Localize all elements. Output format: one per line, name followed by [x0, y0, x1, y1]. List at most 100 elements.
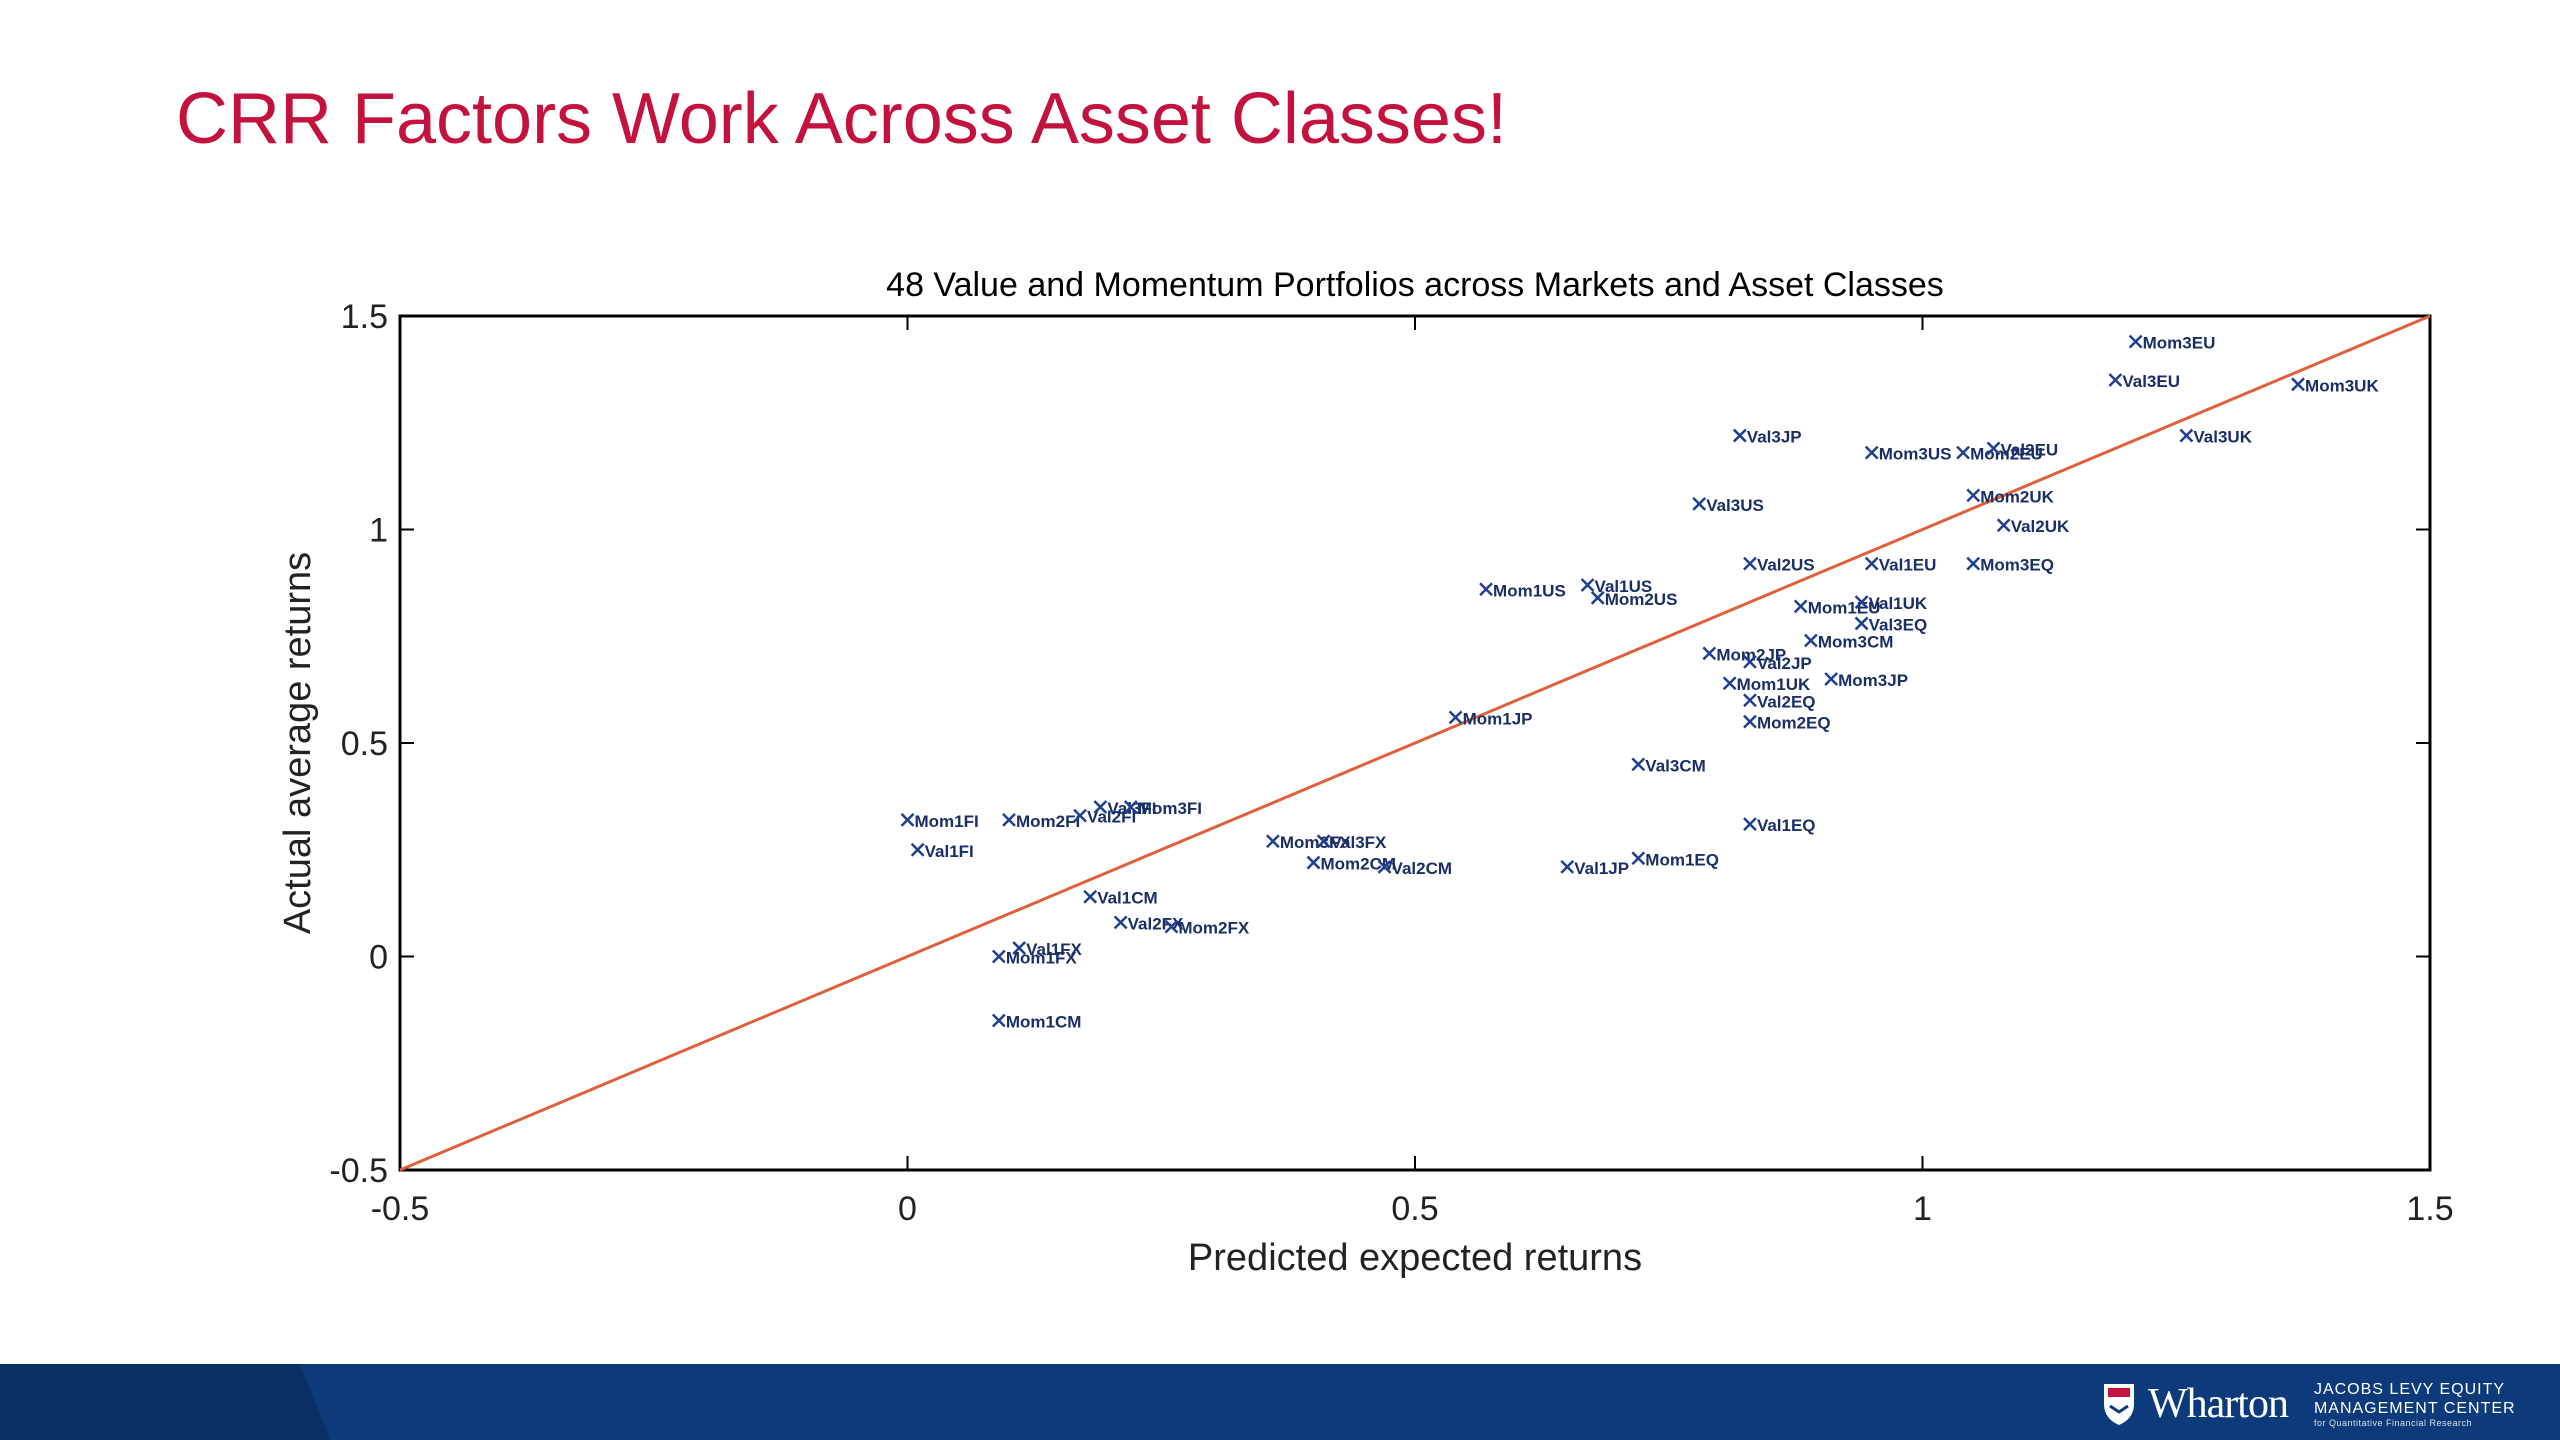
point-marker [1793, 599, 1808, 614]
point-marker [1743, 714, 1757, 729]
point-marker [1631, 757, 1646, 772]
data-point: Mom2FX [1164, 919, 1250, 938]
point-marker [1966, 556, 1981, 571]
x-tick-label: 0 [898, 1190, 917, 1228]
data-point: Mom2EQ [1743, 714, 1831, 733]
data-point: Mom2UK [1966, 487, 2055, 506]
point-label: Mom1FI [915, 812, 979, 831]
point-marker [1560, 859, 1575, 874]
point-label: Val2EU [2001, 440, 2059, 459]
data-point: Val2JP [1743, 654, 1812, 673]
shield-icon [2102, 1382, 2136, 1426]
point-label: Val2UK [2011, 517, 2070, 536]
point-label: Mom1EQ [1645, 850, 1719, 869]
data-point: Mom3EQ [1966, 556, 2054, 575]
footer-accent [0, 1364, 330, 1440]
point-label: Mom2CM [1321, 855, 1397, 874]
data-point: Val1UK [1854, 594, 1928, 613]
data-point: Val3EU [2108, 372, 2180, 391]
point-marker [2179, 428, 2194, 443]
data-point: Val2UK [1996, 517, 2070, 536]
y-tick-label: -0.5 [329, 1152, 388, 1190]
point-marker [1996, 518, 2011, 533]
point-marker [1073, 808, 1087, 823]
point-marker [1012, 941, 1027, 955]
point-label: Mom2FI [1016, 812, 1080, 831]
data-point: Val2FI [1073, 808, 1136, 827]
data-point: Mom1FI [900, 812, 979, 831]
x-axis-label: Predicted expected returns [1188, 1237, 1642, 1279]
point-marker [1743, 556, 1757, 571]
data-point: Mom2JP [1702, 645, 1786, 664]
center-line-3: for Quantitative Financial Research [2313, 1417, 2473, 1428]
point-marker [1164, 919, 1179, 934]
point-marker [1986, 441, 2001, 456]
data-point: Val3JP [1732, 428, 1802, 447]
x-tick-label: 1.5 [2406, 1190, 2453, 1228]
point-label: Val1UK [1869, 594, 1928, 613]
point-label: Val3JP [1747, 428, 1802, 447]
data-point: Val1US [1580, 577, 1653, 596]
point-marker [1743, 654, 1757, 669]
point-marker [1702, 646, 1717, 661]
data-point: Mom1EQ [1631, 850, 1719, 869]
point-label: Mom3EQ [1980, 556, 2054, 575]
point-label: Mom2EQ [1757, 714, 1831, 733]
point-label: Mom1US [1493, 581, 1566, 600]
data-point: Val1FX [1012, 940, 1083, 959]
data-point: Val1EQ [1743, 816, 1816, 835]
point-label: Val2US [1757, 556, 1815, 575]
point-marker [1692, 496, 1707, 511]
y-tick-label: 1 [369, 512, 388, 550]
point-marker [1966, 488, 1981, 503]
data-point: Val1CM [1083, 889, 1158, 908]
slide-title: CRR Factors Work Across Asset Classes! [176, 79, 1507, 159]
point-marker [1864, 556, 1879, 571]
point-label: Val1EQ [1757, 816, 1816, 835]
point-label: Mom2UK [1980, 487, 2054, 506]
point-marker [2108, 373, 2123, 387]
data-point: Mom2CM [1306, 855, 1397, 874]
point-marker [991, 1013, 1006, 1028]
point-label: Mom1CM [1006, 1013, 1082, 1032]
point-label: Val1JP [1574, 859, 1629, 878]
point-label: Val2EQ [1757, 692, 1816, 711]
data-point: Val1JP [1560, 859, 1629, 878]
point-marker [1113, 915, 1128, 930]
point-label: Mom2JP [1716, 645, 1786, 664]
point-marker [1377, 859, 1392, 874]
point-label: Val2CM [1392, 859, 1452, 878]
data-point: Val2EQ [1743, 692, 1816, 711]
point-label: Val1EU [1879, 556, 1937, 575]
point-label: Val2JP [1757, 654, 1812, 673]
center-name: JACOBS LEVY EQUITY MANAGEMENT CENTER for… [2314, 1380, 2516, 1429]
point-marker [1803, 633, 1818, 648]
y-tick-label: 1.5 [341, 298, 388, 336]
point-label: Val1CM [1097, 889, 1157, 908]
data-point: Mom3UK [2291, 376, 2379, 395]
point-label: Mom3CM [1818, 633, 1894, 652]
point-label: Val1US [1595, 577, 1653, 596]
point-label: Val3EU [2122, 372, 2180, 391]
x-tick-label: 1 [1913, 1190, 1932, 1228]
data-point: Mom3FI [1123, 799, 1202, 818]
point-marker [1590, 590, 1605, 605]
data-point: Val2EU [1986, 440, 2059, 459]
point-marker [1093, 800, 1108, 814]
data-point: Val3FX [1316, 833, 1387, 852]
point-label: Mom3UK [2305, 376, 2379, 395]
point-marker [900, 812, 915, 827]
point-label: Mom3US [1879, 445, 1952, 464]
scatter-chart: 48 Value and Momentum Portfolios across … [277, 266, 2454, 1279]
point-marker [1002, 812, 1016, 827]
point-label: Mom1UK [1737, 675, 1811, 694]
point-label: Mom3FI [1138, 799, 1202, 818]
point-marker [1743, 693, 1757, 708]
data-point: Mom1US [1479, 581, 1566, 600]
point-marker [1732, 428, 1747, 443]
data-point: Mom2EU [1956, 445, 2043, 464]
point-label: Mom2FX [1178, 919, 1250, 938]
data-point: Val1EU [1864, 556, 1937, 575]
y-tick-label: 0.5 [341, 725, 388, 763]
point-marker [1956, 445, 1970, 460]
